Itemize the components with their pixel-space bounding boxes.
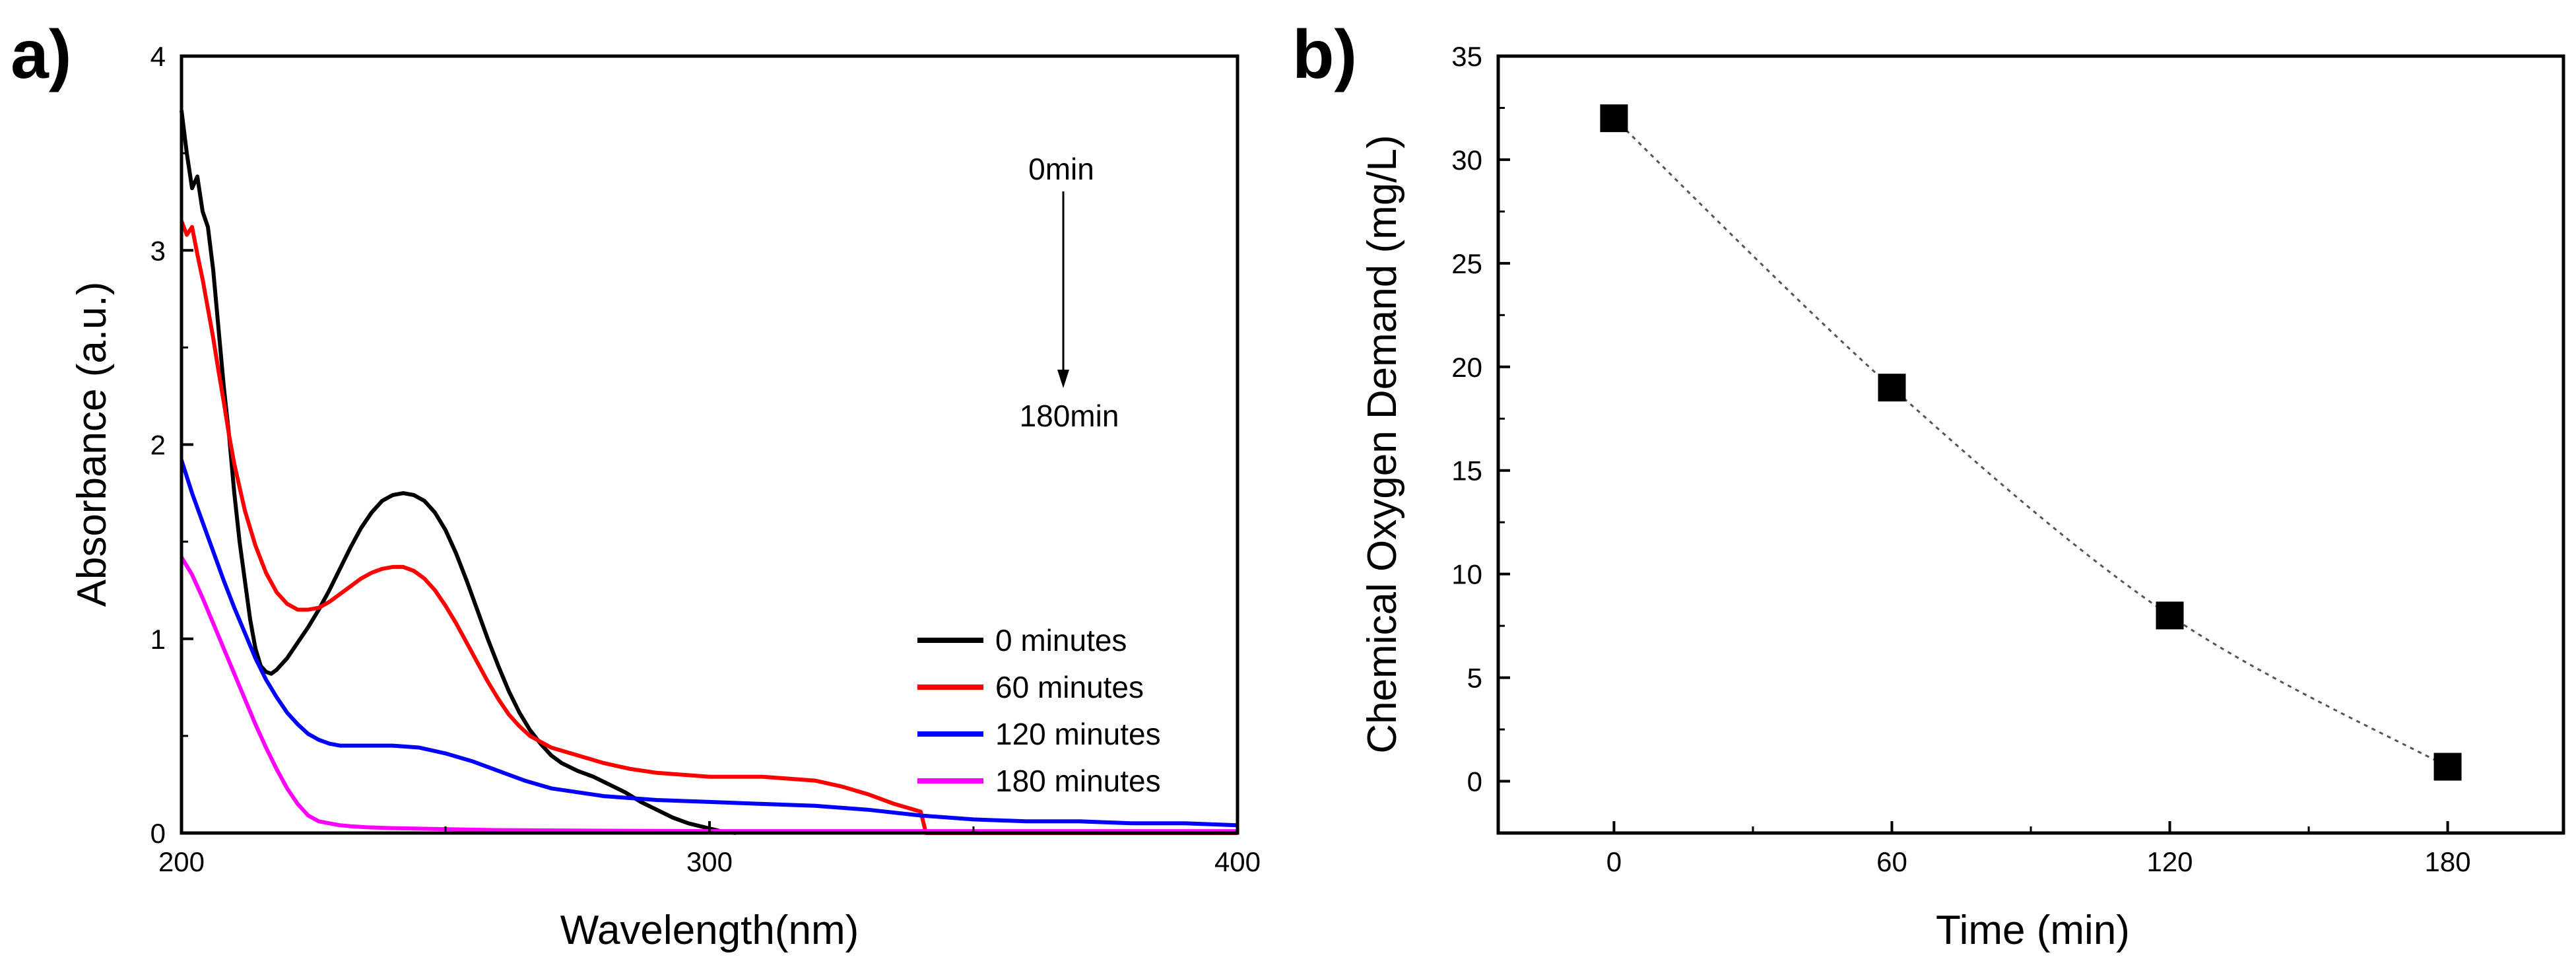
cod-marker bbox=[2156, 601, 2184, 630]
legend-item-120-minutes: 120 minutes bbox=[917, 717, 1161, 751]
panel-a-x-tick-label: 300 bbox=[686, 846, 733, 877]
panel-a-y-tick-label: 2 bbox=[150, 430, 166, 461]
legend-label-180-minutes: 180 minutes bbox=[995, 764, 1161, 798]
panel-b-label: b) bbox=[1292, 17, 1357, 93]
panel-b-y-tick-label: 20 bbox=[1451, 352, 1482, 383]
panel-b-y-tick-label: 5 bbox=[1467, 663, 1482, 694]
panel-b-cod-chart: b) 0 60 120 180 0 5 10 15 20 25 30 35 Time (min) Ch… bbox=[1292, 17, 2565, 953]
panel-a-y-tick-label: 1 bbox=[150, 624, 166, 655]
panel-a-x-tick-label: 200 bbox=[158, 846, 205, 877]
panel-b-y-axis-title: Chemical Oxygen Demand (mg/L) bbox=[1360, 135, 1405, 753]
panel-b-x-axis-title: Time (min) bbox=[1936, 908, 2130, 953]
series-line-180-minutes bbox=[180, 556, 1238, 834]
panel-a-y-axis-title: Absorbance (a.u.) bbox=[69, 282, 115, 607]
panel-a-absorbance-chart: a) 200 300 400 0 1 2 3 4 Wavelength(nm) Absorba… bbox=[11, 17, 1261, 953]
legend-label-120-minutes: 120 minutes bbox=[995, 717, 1161, 751]
panel-a-series-group bbox=[180, 110, 1238, 835]
legend-item-60-minutes: 60 minutes bbox=[917, 670, 1144, 704]
panel-b-y-tick-label: 10 bbox=[1451, 559, 1482, 590]
annotation-start-label: 0min bbox=[1028, 152, 1094, 186]
panel-b-y-tick-label: 35 bbox=[1451, 41, 1482, 72]
panel-a-ticks: 200 300 400 0 1 2 3 4 bbox=[150, 41, 1261, 877]
panel-a-y-tick-label: 0 bbox=[150, 818, 166, 849]
panel-b-ticks: 0 60 120 180 0 5 10 15 20 25 30 35 bbox=[1451, 41, 2470, 877]
legend-item-180-minutes: 180 minutes bbox=[917, 764, 1161, 798]
panel-a-x-tick-label: 400 bbox=[1214, 846, 1261, 877]
cod-marker bbox=[1878, 374, 1906, 402]
cod-marker bbox=[1600, 104, 1628, 133]
panel-a-legend: 0 minutes 60 minutes 120 minutes 180 min… bbox=[917, 623, 1161, 798]
legend-label-0-minutes: 0 minutes bbox=[995, 623, 1127, 657]
panel-b-plot-frame bbox=[1496, 54, 2565, 835]
panel-a-x-axis-title: Wavelength(nm) bbox=[560, 908, 859, 953]
panel-b-x-tick-label: 120 bbox=[2146, 846, 2193, 877]
series-line-60-minutes bbox=[180, 220, 1238, 835]
panel-a-y-tick-label: 4 bbox=[150, 41, 166, 72]
panel-a-label: a) bbox=[11, 17, 71, 93]
panel-b-series-group bbox=[1600, 104, 2462, 781]
panel-b-y-tick-label: 15 bbox=[1451, 455, 1482, 486]
panel-b-y-tick-label: 25 bbox=[1451, 248, 1482, 279]
cod-trend-line bbox=[1613, 117, 2449, 768]
panel-b-x-tick-label: 60 bbox=[1876, 846, 1907, 877]
panel-b-x-tick-label: 180 bbox=[2425, 846, 2471, 877]
legend-label-60-minutes: 60 minutes bbox=[995, 670, 1144, 704]
time-arrow-annotation: 0min 180min bbox=[1020, 152, 1119, 433]
annotation-end-label: 180min bbox=[1020, 399, 1119, 433]
panel-b-y-tick-label: 0 bbox=[1467, 766, 1482, 797]
panel-a-y-tick-label: 3 bbox=[150, 235, 166, 266]
series-line-120-minutes bbox=[180, 459, 1238, 828]
legend-item-0-minutes: 0 minutes bbox=[917, 623, 1127, 657]
annotation-arrow-head bbox=[1057, 370, 1069, 388]
cod-marker bbox=[2433, 752, 2462, 781]
series-line-0-minutes bbox=[180, 110, 737, 835]
panel-b-x-tick-label: 0 bbox=[1606, 846, 1622, 877]
panel-b-y-tick-label: 30 bbox=[1451, 145, 1482, 176]
